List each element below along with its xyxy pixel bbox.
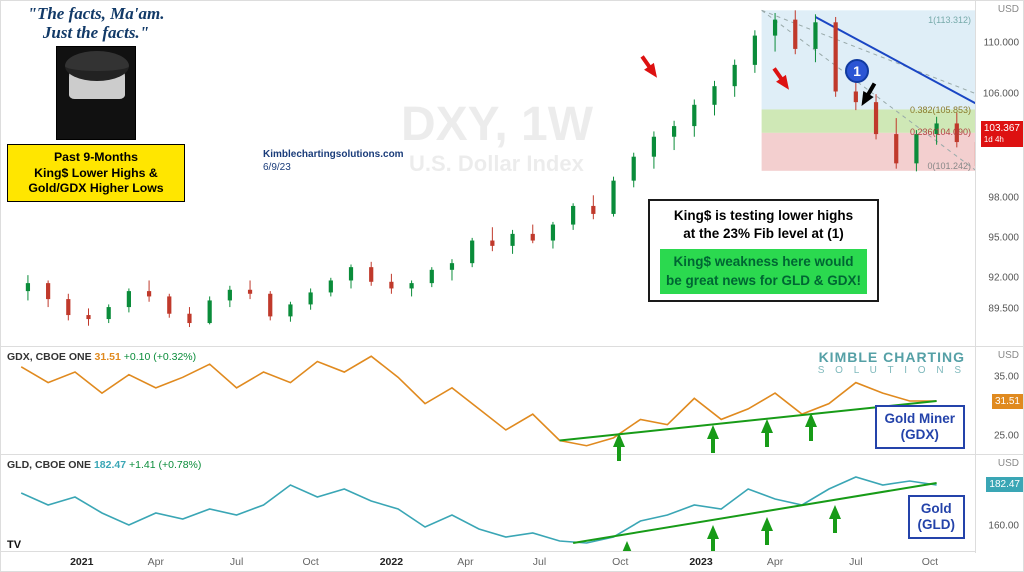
fib-382: 0.382(105.853) [910, 105, 971, 115]
quote-line1: "The facts, Ma'am. [7, 5, 185, 24]
gdx-label-box: Gold Miner (GDX) [875, 405, 966, 449]
x-axis: 2021AprJulOct2022AprJulOct2023AprJulOct [1, 551, 975, 571]
gld-arrow2 [707, 525, 719, 539]
yaxis-gdx: USD35.0031.5125.00 [975, 347, 1023, 454]
fib-bot: 0(101.242) [927, 161, 971, 171]
panel-dxy: DXY, 1W U.S. Dollar Index Kimblecharting… [1, 1, 1023, 347]
ticker-gdx: GDX, CBOE ONE 31.51 +0.10 (+0.32%) [7, 351, 196, 363]
gld-label-box: Gold (GLD) [908, 495, 966, 539]
anno-l3: King$ weakness here would [673, 254, 853, 269]
gdx-arrow1 [613, 433, 625, 447]
annotation-box: King$ is testing lower highs at the 23% … [648, 199, 879, 302]
gld-chg: +1.41 (+0.78%) [129, 459, 201, 471]
brand-l1: KIMBLE CHARTING [819, 349, 965, 365]
yellow-callout: Past 9-Months King$ Lower Highs & Gold/G… [7, 144, 185, 202]
panel-gld: GLD, CBOE ONE 182.47 +1.41 (+0.78%) Gold… [1, 455, 1023, 553]
gdx-lbl1: Gold Miner [885, 411, 956, 427]
gdx-arrow3 [761, 419, 773, 433]
gld-sym: GLD, CBOE ONE [7, 459, 91, 471]
gdx-arrow4 [805, 413, 817, 427]
plot-dxy: DXY, 1W U.S. Dollar Index Kimblecharting… [1, 1, 975, 346]
usd-label-1: USD [998, 4, 1019, 15]
yellow-l3: Gold/GDX Higher Lows [12, 181, 180, 196]
gld-arrow4 [829, 505, 841, 519]
gld-arrow3 [761, 517, 773, 531]
gdx-lbl2: (GDX) [885, 427, 956, 443]
ticker-gld: GLD, CBOE ONE 182.47 +1.41 (+0.78%) [7, 459, 201, 471]
yellow-l1: Past 9-Months [12, 150, 180, 165]
yellow-l2: King$ Lower Highs & [12, 166, 180, 181]
marker-1: 1 [845, 59, 869, 83]
gld-lbl1: Gold [918, 501, 956, 517]
plot-gld: GLD, CBOE ONE 182.47 +1.41 (+0.78%) Gold… [1, 455, 975, 553]
gdx-sym: GDX, CBOE ONE [7, 351, 92, 363]
yaxis-gld: USD182.47160.00 [975, 455, 1023, 553]
anno-l4: be great news for GLD & GDX! [666, 273, 861, 288]
plot-gdx: GDX, CBOE ONE 31.51 +0.10 (+0.32%) KIMBL… [1, 347, 975, 454]
brand-logo: KIMBLE CHARTING S O L U T I O N S [818, 349, 965, 376]
yaxis-dxy: USD 110.000106.000103.3671d 4h98.00095.0… [975, 1, 1023, 346]
fib-top: 1(113.312) [928, 15, 971, 25]
tv-logo: TV [7, 539, 21, 551]
quote-box: "The facts, Ma'am. Just the facts." Past… [7, 5, 185, 202]
anno-l1: King$ is testing lower highs [660, 207, 867, 225]
brand-l2: S O L U T I O N S [818, 365, 965, 376]
panel-gdx: GDX, CBOE ONE 31.51 +0.10 (+0.32%) KIMBL… [1, 347, 1023, 455]
gld-price: 182.47 [94, 459, 126, 471]
anno-l2: at the 23% Fib level at (1) [660, 225, 867, 243]
credit-site: Kimblechartingsolutions.com [263, 149, 404, 160]
quote-line2: Just the facts." [7, 24, 185, 43]
fib-236: 0.236(104.090) [910, 127, 971, 137]
gdx-price: 31.51 [95, 351, 121, 363]
portrait-image [56, 46, 136, 140]
anno-green: King$ weakness here would be great news … [660, 249, 867, 293]
gdx-chg: +0.10 (+0.32%) [124, 351, 196, 363]
credit-date: 6/9/23 [263, 162, 291, 173]
gld-lbl2: (GLD) [918, 517, 956, 533]
gdx-arrow2 [707, 425, 719, 439]
